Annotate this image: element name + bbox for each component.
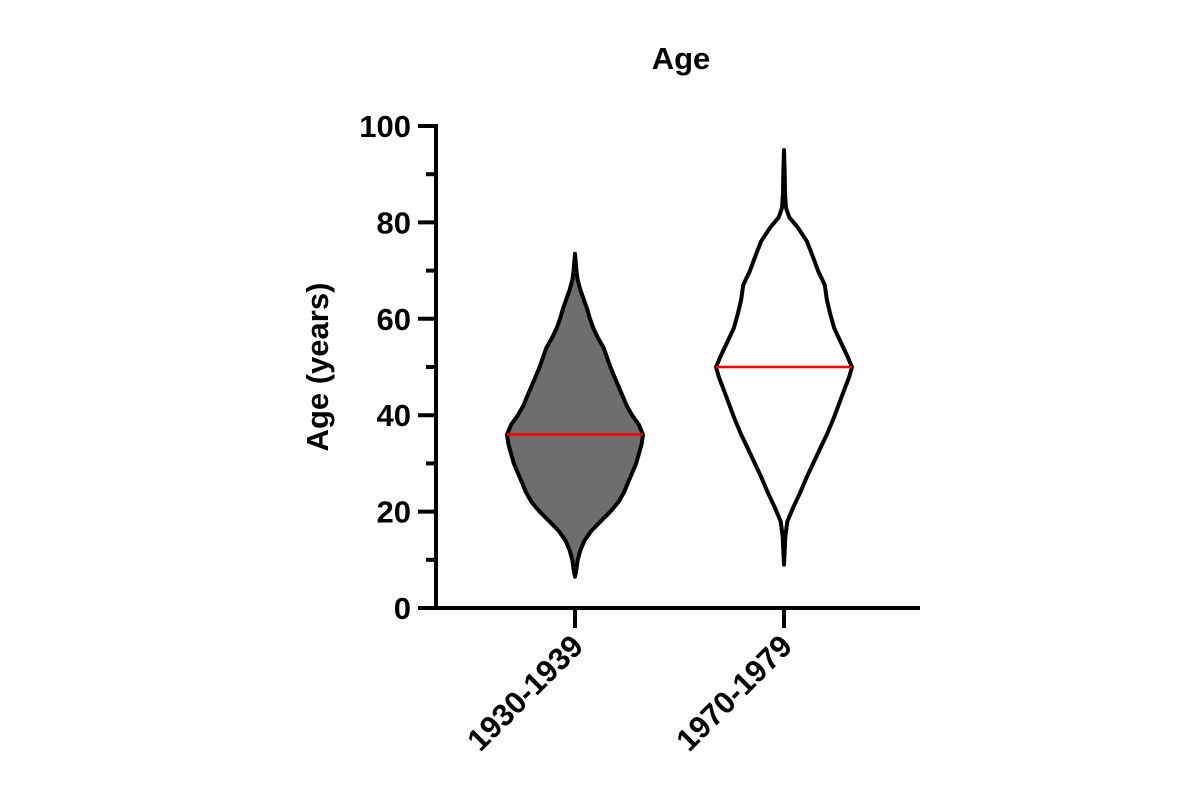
x-tick-label: 1930-1939 [460, 628, 590, 758]
x-tick-label: 1970-1979 [669, 628, 799, 758]
y-tick-label: 80 [377, 205, 411, 240]
y-tick-label: 60 [377, 302, 411, 337]
violins-group [505, 148, 854, 579]
y-tick-label: 100 [359, 109, 411, 144]
y-tick-label: 40 [377, 398, 411, 433]
violin-1930-1939 [505, 251, 645, 579]
violin-1970-1979 [714, 148, 854, 567]
y-tick-label: 20 [377, 495, 411, 530]
y-tick-label: 0 [394, 591, 411, 626]
y-axis-label: Age (years) [300, 283, 335, 452]
chart-title: Age [652, 41, 711, 76]
